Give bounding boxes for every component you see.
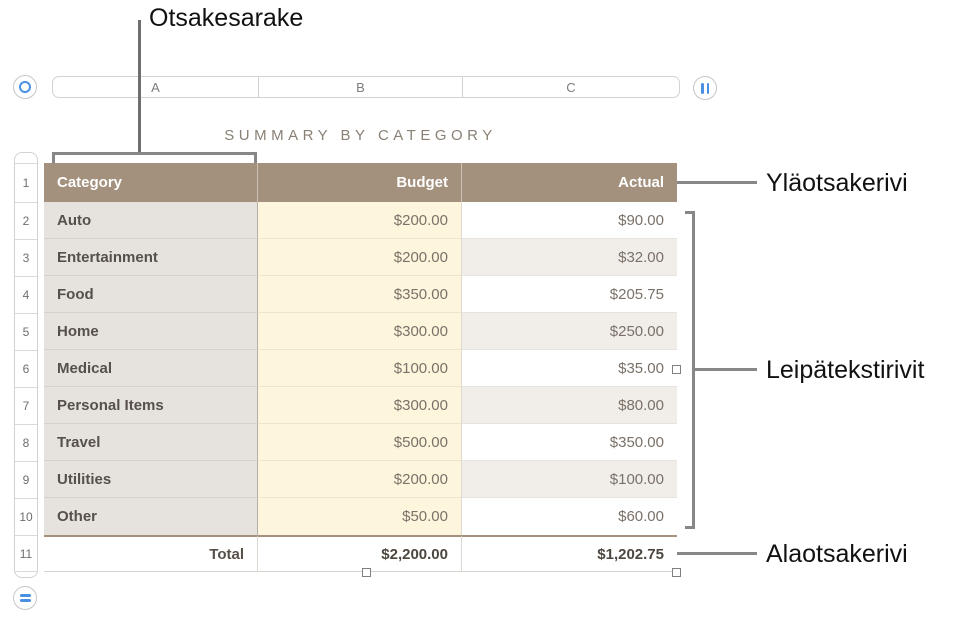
column-tab-a[interactable]: A [151,79,160,95]
cell-category[interactable]: Personal Items [44,387,257,424]
footer-cell-total-budget[interactable]: $2,200.00 [257,535,461,572]
footer-cell-total-actual[interactable]: $1,202.75 [461,535,677,572]
column-tab-c[interactable]: C [462,77,679,97]
cell-actual[interactable]: $100.00 [461,461,677,498]
cell-budget[interactable]: $350.00 [257,276,461,313]
callout-bracket-header-column [52,152,257,155]
add-column-button[interactable] [693,76,717,100]
cell-category[interactable]: Entertainment [44,239,257,276]
callout-bracket-body-rows [692,211,695,529]
annotation-header-column: Otsakesarake [149,4,304,32]
callout-line-body-rows [695,368,757,371]
row-tab-11[interactable]: 11 [15,535,37,572]
header-cell-actual[interactable]: Actual [461,163,677,202]
cell-actual[interactable]: $35.00 [461,350,677,387]
callout-line-header-row [677,181,757,184]
row-tab-8[interactable]: 8 [15,424,37,461]
cell-budget[interactable]: $50.00 [257,498,461,535]
row-tab-2[interactable]: 2 [15,202,37,239]
cell-budget[interactable]: $200.00 [257,202,461,239]
header-cell-category[interactable]: Category [44,163,257,202]
callout-bracket-left-tick [52,152,55,163]
row-tab-9[interactable]: 9 [15,461,37,498]
cell-budget[interactable]: $300.00 [257,387,461,424]
budget-table: Category Budget Actual Auto $200.00 $90.… [44,163,677,572]
table-select-icon [19,81,31,93]
row-tab-7[interactable]: 7 [15,387,37,424]
callout-line-footer-row [677,552,757,555]
cell-actual[interactable]: $60.00 [461,498,677,535]
callout-line-header-column [138,20,141,153]
row-tab-5[interactable]: 5 [15,313,37,350]
header-cell-budget[interactable]: Budget [257,163,461,202]
column-bars-icon [701,82,709,94]
cell-budget[interactable]: $500.00 [257,424,461,461]
cell-category[interactable]: Travel [44,424,257,461]
row-tab-10[interactable]: 10 [15,498,37,535]
cell-category[interactable]: Other [44,498,257,535]
cell-actual[interactable]: $90.00 [461,202,677,239]
callout-bracket-right-tick [254,152,257,163]
cell-budget[interactable]: $300.00 [257,313,461,350]
cell-actual[interactable]: $80.00 [461,387,677,424]
cell-budget[interactable]: $100.00 [257,350,461,387]
table-title: SUMMARY BY CATEGORY [224,127,497,144]
resize-handle-bottom[interactable] [362,568,371,577]
annotation-body-rows: Leipätekstirivit [766,356,925,384]
cell-category[interactable]: Utilities [44,461,257,498]
row-tab-4[interactable]: 4 [15,276,37,313]
column-header-bar[interactable]: A B C [52,76,680,98]
cell-category[interactable]: Medical [44,350,257,387]
table-select-button[interactable] [13,75,37,99]
callout-bracket-bottom-tick [685,526,695,529]
row-bars-icon [19,594,31,602]
cell-actual[interactable]: $32.00 [461,239,677,276]
row-tab-3[interactable]: 3 [15,239,37,276]
resize-handle-right[interactable] [672,365,681,374]
callout-bracket-top-tick [685,211,695,214]
annotation-header-row: Yläotsakerivi [766,169,908,197]
row-number-gutter[interactable]: 1 2 3 4 5 6 7 8 9 10 11 [14,152,38,578]
row-tab-6[interactable]: 6 [15,350,37,387]
cell-category[interactable]: Food [44,276,257,313]
cell-category[interactable]: Auto [44,202,257,239]
cell-actual[interactable]: $205.75 [461,276,677,313]
cell-category[interactable]: Home [44,313,257,350]
row-tab-1[interactable]: 1 [15,163,37,202]
cell-budget[interactable]: $200.00 [257,461,461,498]
resize-handle-bottom-right[interactable] [672,568,681,577]
cell-budget[interactable]: $200.00 [257,239,461,276]
annotation-footer-row: Alaotsakerivi [766,540,908,568]
column-tab-b[interactable]: B [258,77,462,97]
footer-cell-total-label[interactable]: Total [44,535,257,572]
add-row-button[interactable] [13,586,37,610]
cell-actual[interactable]: $250.00 [461,313,677,350]
cell-actual[interactable]: $350.00 [461,424,677,461]
